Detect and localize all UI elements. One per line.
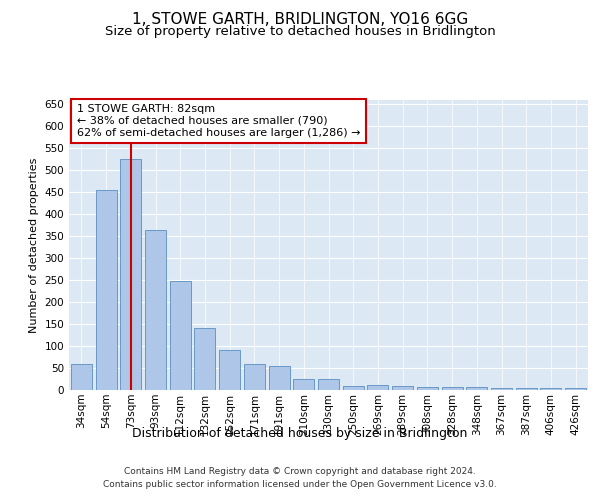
Bar [194, 328, 215, 390]
Text: Contains HM Land Registry data © Crown copyright and database right 2024.: Contains HM Land Registry data © Crown c… [124, 468, 476, 476]
Bar [417, 387, 438, 390]
Bar [343, 386, 364, 390]
Bar [367, 384, 388, 390]
Text: Size of property relative to detached houses in Bridlington: Size of property relative to detached ho… [104, 25, 496, 38]
Bar [565, 388, 586, 390]
Bar [392, 386, 413, 390]
Bar [244, 364, 265, 390]
Bar [145, 230, 166, 390]
Bar [466, 388, 487, 390]
Bar [219, 350, 240, 390]
Text: 1 STOWE GARTH: 82sqm
← 38% of detached houses are smaller (790)
62% of semi-deta: 1 STOWE GARTH: 82sqm ← 38% of detached h… [77, 104, 360, 138]
Y-axis label: Number of detached properties: Number of detached properties [29, 158, 39, 332]
Text: Contains public sector information licensed under the Open Government Licence v3: Contains public sector information licen… [103, 480, 497, 489]
Bar [491, 388, 512, 390]
Bar [170, 281, 191, 390]
Text: 1, STOWE GARTH, BRIDLINGTON, YO16 6GG: 1, STOWE GARTH, BRIDLINGTON, YO16 6GG [132, 12, 468, 28]
Bar [516, 388, 537, 390]
Bar [541, 388, 562, 390]
Bar [71, 364, 92, 390]
Bar [442, 388, 463, 390]
Bar [293, 379, 314, 390]
Bar [318, 379, 339, 390]
Bar [95, 190, 116, 390]
Text: Distribution of detached houses by size in Bridlington: Distribution of detached houses by size … [133, 428, 467, 440]
Bar [269, 366, 290, 390]
Bar [120, 160, 141, 390]
